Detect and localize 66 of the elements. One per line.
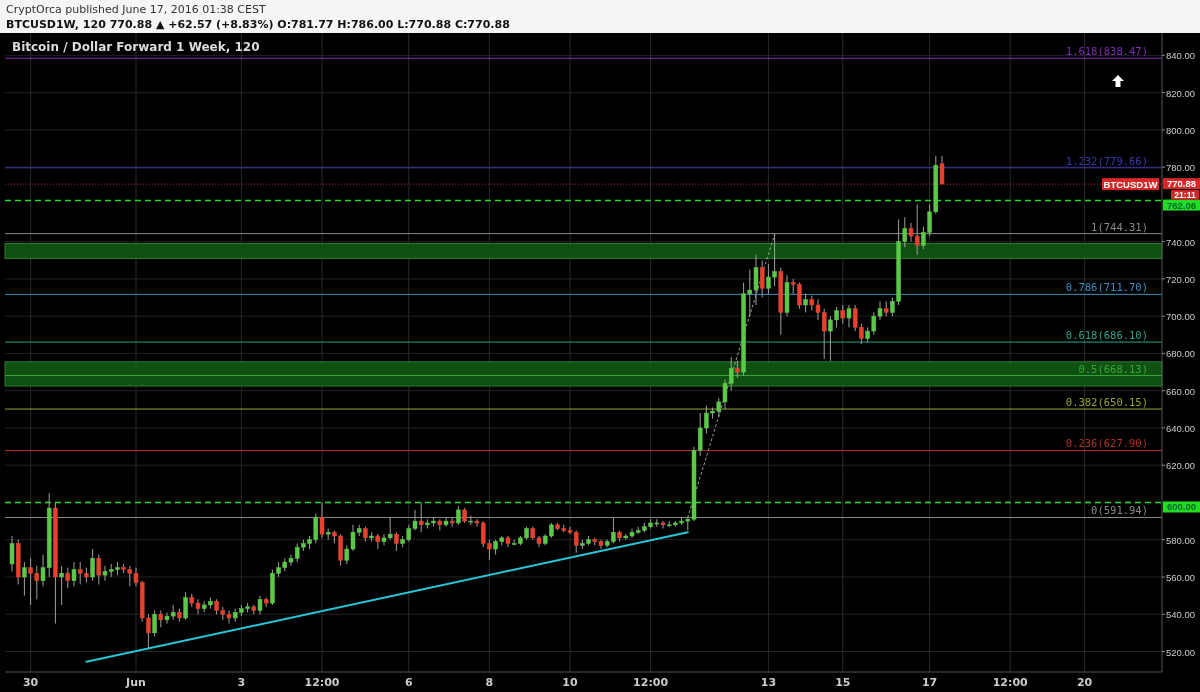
x-tick-label: 12:00: [992, 676, 1029, 689]
x-tick-label: 10: [562, 676, 578, 689]
candlestick: [183, 591, 188, 621]
candlestick: [71, 561, 77, 587]
x-tick-label: 30: [22, 676, 39, 689]
text: CryptOrca published June 17, 2016 01:38 CEST: [6, 3, 266, 16]
x-tick-label: 3: [237, 676, 246, 689]
ref-line-label: 0.5(668.13): [1078, 362, 1148, 375]
ref-line-label: 762.06: [1166, 199, 1197, 211]
x-tick-label: Jun: [125, 676, 146, 689]
ref-line-label: 1.232(779.66): [1065, 154, 1148, 167]
x-tick-label: 12:00: [633, 676, 669, 689]
ref-line-label: 1.618(838.47): [1065, 45, 1148, 58]
x-tick-label: 6: [404, 676, 413, 689]
candlestick: [443, 516, 449, 528]
text: 21:11: [1174, 189, 1196, 200]
candlestick: [90, 548, 95, 582]
ref-line-label: 0.382(650.15): [1065, 396, 1148, 409]
x-tick-label: 17: [921, 676, 938, 689]
x-tick-label: 13: [760, 676, 777, 689]
y-tick-label: 560.00: [1166, 571, 1196, 583]
candlestick: [660, 520, 666, 530]
y-tick-label: 640.00: [1166, 422, 1196, 434]
candlestick: [257, 595, 263, 615]
ref-line-label: 0.618(686.10): [1065, 329, 1148, 342]
ref-line-label: 770.88: [1166, 178, 1197, 190]
y-tick-label: 700.00: [1166, 311, 1196, 323]
annotation: BTCUSD1W: [1103, 178, 1158, 190]
candlestick: [456, 505, 461, 526]
ref-line-label: 1(744.31): [1091, 220, 1148, 233]
text: BTCUSD1W, 120 770.88 ▲ +62.57 (+8.83%) O:781.77 H:786.00 L:770.88 C:770.88: [6, 18, 510, 31]
y-tick-label: 740.00: [1166, 236, 1196, 248]
ref-line-label: 0.236(627.90): [1065, 437, 1148, 450]
y-tick-label: 840.00: [1166, 50, 1196, 62]
candlestick: [394, 531, 399, 552]
candlestick: [22, 561, 27, 597]
y-tick-label: 520.00: [1166, 646, 1196, 658]
candlestick: [96, 554, 102, 585]
ref-line-label: 600.00: [1166, 501, 1197, 513]
candlestick: [803, 293, 808, 313]
candlestick: [59, 565, 64, 606]
candlestick: [9, 535, 15, 572]
ref-line-label: 0(591.94): [1091, 504, 1148, 517]
y-tick-label: 620.00: [1166, 460, 1196, 472]
y-tick-label: 680.00: [1166, 348, 1196, 360]
x-tick-label: 15: [835, 676, 851, 689]
candlestick: [418, 501, 424, 533]
candlestick: [840, 304, 846, 325]
y-tick-label: 660.00: [1166, 385, 1196, 397]
text: Bitcoin / Dollar Forward 1 Week, 120: [12, 40, 260, 54]
candlestick: [319, 501, 325, 539]
candlestick: [65, 567, 71, 589]
candlestick: [759, 259, 765, 299]
y-tick-label: 720.00: [1166, 273, 1196, 285]
x-tick-label: 8: [485, 676, 494, 689]
y-tick-label: 820.00: [1166, 87, 1196, 99]
x-tick-label: 20: [1076, 676, 1093, 689]
y-tick-label: 800.00: [1166, 124, 1196, 136]
y-tick-label: 580.00: [1166, 534, 1196, 546]
y-tick-label: 780.00: [1166, 162, 1196, 174]
x-tick-label: 12:00: [304, 676, 340, 689]
candlestick: [846, 304, 852, 328]
ref-line-label: 0.786(711.70): [1065, 281, 1148, 294]
candlestick: [152, 610, 157, 638]
y-tick-label: 540.00: [1166, 609, 1196, 621]
candlestick: [939, 155, 945, 185]
